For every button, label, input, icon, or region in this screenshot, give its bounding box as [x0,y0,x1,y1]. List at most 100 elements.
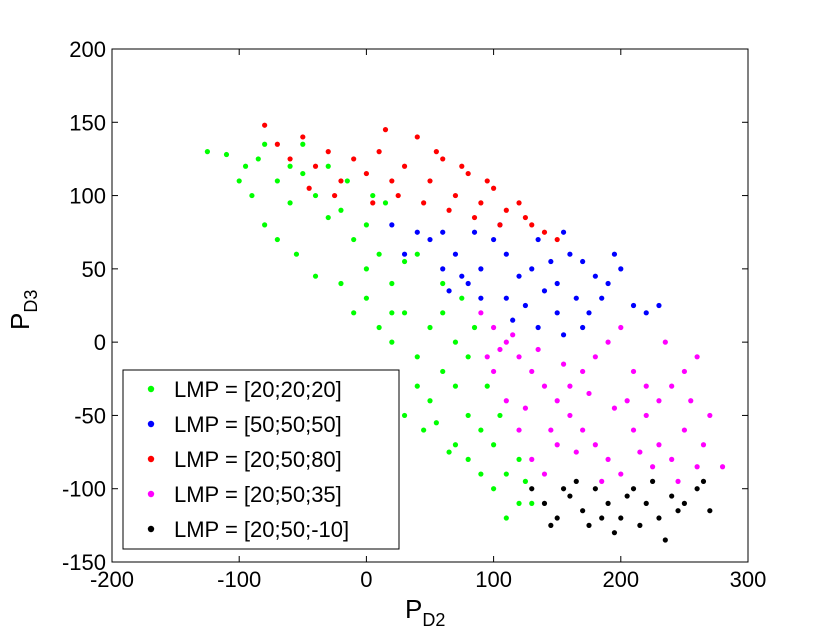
data-point [548,427,554,433]
series-2 [262,122,560,243]
data-point [554,442,560,448]
data-point [592,273,598,279]
x-tick-label: 200 [602,567,639,592]
data-point [586,310,592,316]
y-tick-label: -150 [62,550,106,575]
data-point [567,251,573,257]
data-point [471,214,478,221]
data-point [592,486,598,492]
data-point [618,266,624,272]
axis-ticks: -200 -100 0 100 200 300 200 150 100 50 0 -50 -100 -15… [62,37,766,592]
data-point [662,537,668,543]
y-tick-label: 200 [69,37,106,62]
data-point [624,493,630,499]
data-point [471,229,478,235]
legend-label: LMP = [20;50;35] [174,482,342,507]
data-point [567,412,573,419]
data-point [414,354,420,360]
data-point [681,368,688,375]
legend: LMP = [20;20;20] LMP = [50;50;50] LMP = [2… [122,369,400,550]
data-point [440,156,446,162]
data-point [503,339,509,345]
data-point [560,229,567,235]
data-point [459,163,465,169]
data-point [440,266,446,272]
data-point [573,295,579,301]
data-point [465,170,471,177]
data-point [414,229,420,235]
data-point [325,214,331,221]
data-point [433,149,439,155]
data-point [618,515,624,521]
series-1 [389,222,662,338]
data-point [529,486,535,492]
data-point [491,486,497,492]
data-point [675,508,681,514]
data-point [554,398,560,404]
data-point [491,324,497,331]
y-tick-label: -50 [74,403,106,428]
data-point [605,456,611,462]
data-point [605,339,611,345]
data-point [478,295,484,301]
data-point [599,515,605,521]
data-point [459,295,465,301]
data-point [548,522,554,528]
data-point [650,478,656,484]
data-point [573,449,579,455]
data-point [522,302,529,309]
data-point [484,178,490,184]
data-point [611,405,618,411]
data-point [541,229,548,235]
data-point [516,354,522,360]
data-point [236,178,242,184]
data-point [529,456,535,462]
data-points [204,122,726,543]
legend-marker [147,420,155,428]
data-point [338,280,344,287]
data-point [325,149,331,155]
data-point [656,515,662,521]
data-point [440,310,446,316]
data-point [389,339,395,345]
data-point [363,295,369,301]
data-point [287,200,293,206]
data-point [700,478,707,484]
data-point [478,266,484,272]
data-point [452,383,459,389]
data-point [669,383,675,389]
data-point [573,478,579,484]
data-point [262,122,268,128]
data-point [427,324,433,331]
data-point [522,478,529,484]
data-point [586,522,592,528]
data-point [465,280,471,287]
y-axis-label: PD3 [5,290,41,330]
legend-label: LMP = [20;50;80] [174,447,342,472]
data-point [516,456,522,462]
data-point [389,280,395,287]
data-point [630,427,637,433]
data-point [510,332,516,338]
data-point [599,478,605,484]
x-tick-label: 300 [730,567,767,592]
data-point [401,258,408,265]
data-point [465,412,471,419]
data-point [452,339,459,345]
data-point [300,134,306,140]
data-point [529,368,535,375]
data-point [293,251,300,257]
data-point [611,251,618,257]
data-point [389,178,395,184]
data-point [401,310,408,316]
data-point [262,141,268,147]
data-point [560,332,567,338]
legend-label: LMP = [20;50;-10] [174,517,349,542]
data-point [707,412,713,419]
y-tick-label: 0 [94,330,106,355]
data-point [510,317,516,323]
data-point [306,185,312,191]
data-point [401,412,408,419]
y-tick-label: 100 [69,184,106,209]
